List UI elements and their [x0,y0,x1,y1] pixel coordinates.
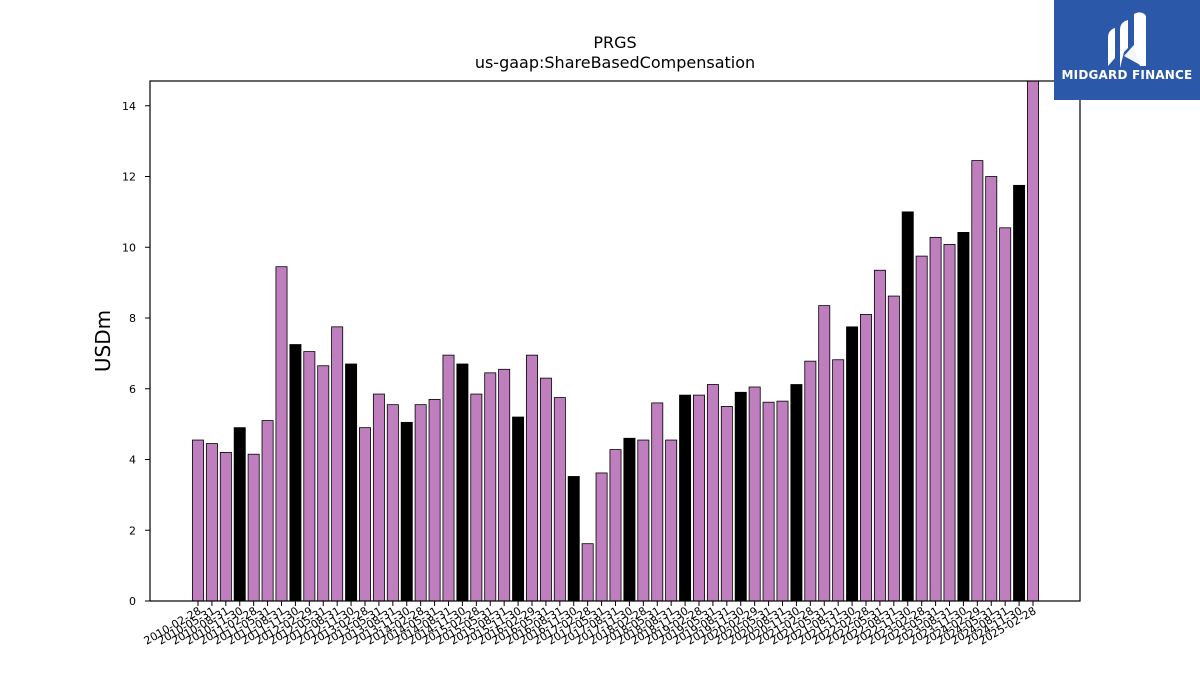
bar [929,236,942,602]
logo-text: MIDGARD FINANCE [1061,68,1193,82]
bar [985,176,998,602]
bar [999,227,1012,602]
bar [414,404,427,602]
bar [818,305,831,602]
bar [553,397,566,602]
bar [873,269,886,602]
bar [1013,184,1026,602]
bar [762,401,775,602]
bar [428,398,441,602]
bar [720,406,733,602]
bar [526,354,538,602]
bar [860,314,872,602]
bar [943,244,956,602]
bar [665,439,678,602]
bar [442,354,455,602]
y-axis-label: USDm [91,310,115,372]
bar [706,384,719,602]
bar [971,160,984,602]
bar [915,255,928,602]
y-tick-label: 14 [122,100,136,113]
bar [470,393,483,602]
bar [192,439,204,602]
bar [887,295,900,602]
y-tick-label: 8 [129,312,136,325]
bar [456,363,469,602]
bar [790,384,803,602]
chart-subtitle: us-gaap:ShareBasedCompensation [475,53,755,72]
bar [846,326,859,602]
plot-frame [149,80,1081,602]
y-tick-label: 4 [129,454,136,467]
bar [219,452,232,602]
bar [901,211,914,602]
bar [539,377,552,602]
bar [804,360,817,602]
chart-title: PRGS [593,33,636,52]
bar [693,394,705,602]
bar [595,472,608,602]
bar [1027,80,1039,602]
bar [247,453,260,602]
y-tick-label: 12 [122,171,136,184]
bar [567,476,580,602]
bar [609,449,622,602]
bar [957,231,970,602]
bar [679,394,692,602]
bar [832,359,845,602]
bar [498,368,511,602]
bar [205,443,218,602]
bar [386,404,399,602]
bar [581,543,594,602]
y-tick-label: 10 [122,241,136,254]
bar [776,400,789,602]
bar [372,393,385,602]
bar [261,420,274,602]
bar [233,427,246,602]
bar [734,391,747,602]
bar [303,351,316,602]
bar [289,344,302,602]
bar [400,421,413,602]
y-tick-label: 2 [129,524,136,537]
bar [623,437,636,602]
midgard-finance-logo: MIDGARD FINANCE [1054,0,1200,100]
y-tick-label: 0 [129,595,136,608]
bar [345,363,358,602]
bar [637,439,650,602]
bar [748,386,761,602]
y-tick-label: 6 [129,383,136,396]
bar [275,266,288,602]
logo-mark-icon [1108,12,1146,68]
bar [359,427,371,602]
bar [512,416,525,602]
bar [317,365,330,602]
bar [651,402,664,602]
bar [331,326,344,602]
bar [484,372,497,602]
